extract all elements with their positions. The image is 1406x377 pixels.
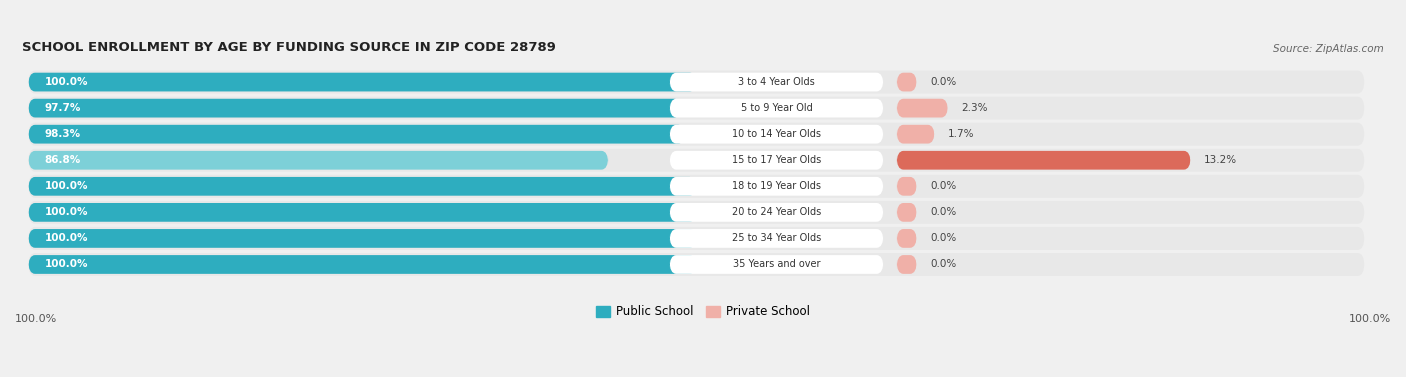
- Text: 0.0%: 0.0%: [931, 77, 956, 87]
- Text: 0.0%: 0.0%: [931, 181, 956, 191]
- Text: 0.0%: 0.0%: [931, 207, 956, 218]
- FancyBboxPatch shape: [897, 151, 1191, 170]
- FancyBboxPatch shape: [897, 99, 948, 118]
- FancyBboxPatch shape: [28, 151, 609, 170]
- FancyBboxPatch shape: [897, 73, 917, 92]
- Text: 0.0%: 0.0%: [931, 233, 956, 244]
- FancyBboxPatch shape: [28, 99, 681, 118]
- FancyBboxPatch shape: [28, 175, 1364, 198]
- Text: 18 to 19 Year Olds: 18 to 19 Year Olds: [733, 181, 821, 191]
- FancyBboxPatch shape: [669, 99, 883, 118]
- Text: 15 to 17 Year Olds: 15 to 17 Year Olds: [733, 155, 821, 165]
- Text: 0.0%: 0.0%: [931, 259, 956, 270]
- FancyBboxPatch shape: [28, 73, 696, 92]
- FancyBboxPatch shape: [28, 201, 1364, 224]
- FancyBboxPatch shape: [28, 97, 1364, 120]
- Text: 97.7%: 97.7%: [45, 103, 80, 113]
- FancyBboxPatch shape: [897, 229, 917, 248]
- FancyBboxPatch shape: [669, 177, 883, 196]
- FancyBboxPatch shape: [897, 125, 935, 144]
- Text: 100.0%: 100.0%: [45, 207, 89, 218]
- Text: 98.3%: 98.3%: [45, 129, 80, 139]
- FancyBboxPatch shape: [897, 203, 917, 222]
- FancyBboxPatch shape: [28, 123, 1364, 146]
- FancyBboxPatch shape: [28, 70, 1364, 93]
- Text: 100.0%: 100.0%: [45, 259, 89, 270]
- Text: 25 to 34 Year Olds: 25 to 34 Year Olds: [733, 233, 821, 244]
- FancyBboxPatch shape: [28, 253, 1364, 276]
- FancyBboxPatch shape: [669, 125, 883, 144]
- Text: Source: ZipAtlas.com: Source: ZipAtlas.com: [1274, 44, 1384, 54]
- FancyBboxPatch shape: [669, 73, 883, 92]
- FancyBboxPatch shape: [897, 177, 917, 196]
- Text: SCHOOL ENROLLMENT BY AGE BY FUNDING SOURCE IN ZIP CODE 28789: SCHOOL ENROLLMENT BY AGE BY FUNDING SOUR…: [22, 41, 555, 54]
- Text: 13.2%: 13.2%: [1204, 155, 1237, 165]
- FancyBboxPatch shape: [28, 177, 696, 196]
- FancyBboxPatch shape: [28, 255, 696, 274]
- FancyBboxPatch shape: [669, 229, 883, 248]
- FancyBboxPatch shape: [28, 227, 1364, 250]
- Text: 5 to 9 Year Old: 5 to 9 Year Old: [741, 103, 813, 113]
- Text: 35 Years and over: 35 Years and over: [733, 259, 820, 270]
- FancyBboxPatch shape: [669, 151, 883, 170]
- FancyBboxPatch shape: [897, 255, 917, 274]
- Text: 2.3%: 2.3%: [962, 103, 988, 113]
- Legend: Public School, Private School: Public School, Private School: [592, 300, 814, 323]
- Text: 10 to 14 Year Olds: 10 to 14 Year Olds: [733, 129, 821, 139]
- Text: 86.8%: 86.8%: [45, 155, 80, 165]
- Text: 100.0%: 100.0%: [15, 314, 58, 324]
- FancyBboxPatch shape: [28, 149, 1364, 172]
- Text: 3 to 4 Year Olds: 3 to 4 Year Olds: [738, 77, 815, 87]
- Text: 20 to 24 Year Olds: 20 to 24 Year Olds: [733, 207, 821, 218]
- FancyBboxPatch shape: [28, 203, 696, 222]
- Text: 100.0%: 100.0%: [45, 77, 89, 87]
- Text: 100.0%: 100.0%: [1348, 314, 1391, 324]
- Text: 1.7%: 1.7%: [948, 129, 974, 139]
- Text: 100.0%: 100.0%: [45, 181, 89, 191]
- Text: 100.0%: 100.0%: [45, 233, 89, 244]
- FancyBboxPatch shape: [669, 203, 883, 222]
- FancyBboxPatch shape: [669, 255, 883, 274]
- FancyBboxPatch shape: [28, 125, 685, 144]
- FancyBboxPatch shape: [28, 229, 696, 248]
